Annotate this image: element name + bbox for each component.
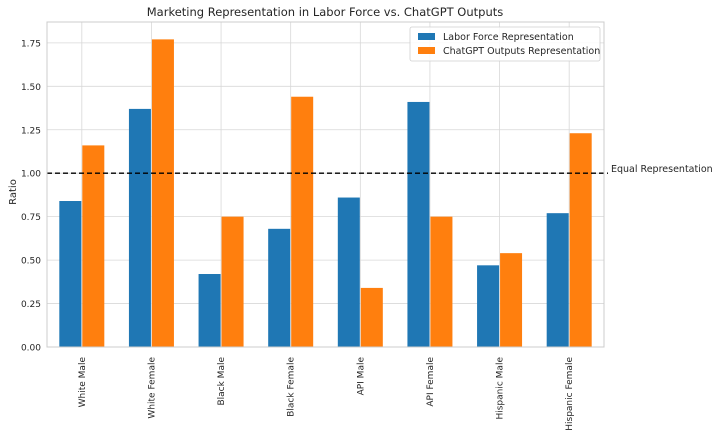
x-tick-label: White Male: [78, 357, 88, 408]
legend: Labor Force Representation ChatGPT Output…: [409, 26, 601, 62]
y-tick-label: 0.25: [21, 300, 41, 310]
y-tick-label: 1.75: [21, 39, 41, 49]
y-tick-label: 0.50: [21, 257, 41, 267]
bar-chatgpt-white-male: [82, 145, 105, 347]
x-tick-label: Black Male: [217, 357, 227, 406]
bar-labor-force-black-female: [268, 228, 291, 347]
bar-chatgpt-hispanic-male: [500, 253, 523, 347]
bar-chatgpt-black-male: [221, 216, 244, 347]
legend-swatch: [418, 33, 435, 40]
bar-labor-force-black-male: [198, 274, 221, 347]
y-tick-label: 1.00: [21, 170, 41, 180]
legend-entry: Labor Force Representation: [443, 32, 574, 43]
x-tick-label: Hispanic Male: [496, 357, 506, 420]
bar-labor-force-white-male: [59, 201, 82, 347]
legend-entry: ChatGPT Outputs Representation: [443, 46, 600, 57]
y-tick-label: 1.25: [21, 126, 41, 136]
y-tick-label: 0.00: [21, 344, 41, 354]
bar-labor-force-hispanic-female: [546, 213, 569, 347]
bar-labor-force-api-male: [337, 197, 360, 347]
x-tick-label: Hispanic Female: [565, 357, 575, 431]
y-tick-label: 1.50: [21, 83, 41, 93]
bars: [59, 39, 592, 348]
bar-chatgpt-hispanic-female: [569, 133, 592, 347]
bar-labor-force-white-female: [128, 108, 151, 347]
bar-chatgpt-api-male: [360, 287, 383, 347]
x-tick-label: White Female: [147, 357, 157, 419]
bar-labor-force-hispanic-male: [477, 265, 500, 347]
y-axis-label: Ratio: [8, 179, 19, 205]
bar-labor-force-api-female: [407, 101, 430, 347]
y-tick-label: 0.75: [21, 213, 41, 223]
bar-chatgpt-white-female: [151, 39, 174, 348]
bar-chatgpt-black-female: [291, 96, 314, 347]
x-tick-label: API Female: [426, 357, 436, 407]
equal-representation-label: Equal Representation: [611, 164, 713, 175]
bar-chatgpt-api-female: [430, 216, 453, 347]
x-tick-label: Black Female: [287, 357, 297, 417]
legend-box: [409, 26, 601, 62]
x-tick-label: API Male: [356, 357, 366, 396]
plot-frame: [46, 21, 605, 348]
legend-swatch: [418, 47, 435, 54]
reference-line-group: Equal Representation: [47, 164, 713, 175]
chart-title: Marketing Representation in Labor Force …: [147, 5, 504, 19]
axes: 0.00 0.25 0.50 0.75 1.00 1.25 1.50 1.75 White Ma…: [21, 21, 605, 431]
